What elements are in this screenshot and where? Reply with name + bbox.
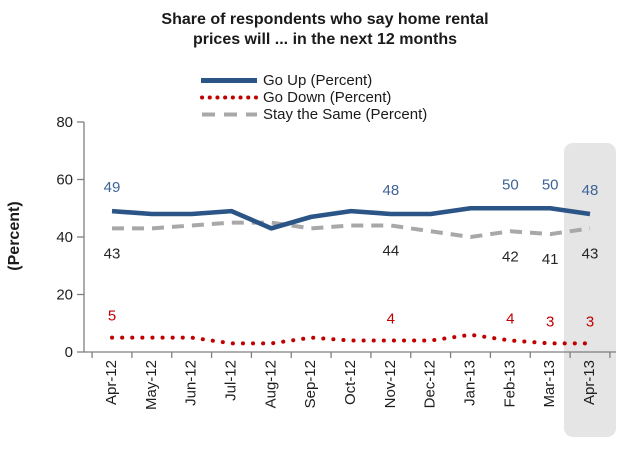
y-tick-label: 40 xyxy=(56,229,73,246)
y-tick-label: 80 xyxy=(56,114,73,131)
y-tick-label: 0 xyxy=(65,344,73,361)
x-tick-label: Jun-12 xyxy=(183,360,200,406)
data-label: 50 xyxy=(502,176,519,193)
x-tick-label: Jul-12 xyxy=(223,360,240,401)
data-label: 48 xyxy=(582,182,599,199)
legend-label-go-up: Go Up (Percent) xyxy=(263,72,373,89)
x-tick-label: Feb-13 xyxy=(501,360,518,408)
x-tick-label: May-12 xyxy=(143,360,160,410)
data-label: 42 xyxy=(502,248,519,265)
x-tick-label: Sep-12 xyxy=(302,360,319,408)
chart-title-line-1: Share of respondents who say home rental xyxy=(161,11,489,28)
data-label: 4 xyxy=(387,311,395,328)
data-label: 44 xyxy=(382,243,399,260)
x-tick-label: Mar-13 xyxy=(541,360,558,408)
y-tick-label: 60 xyxy=(56,172,73,189)
data-label: 43 xyxy=(582,245,599,262)
legend-item-go-up: Go Up (Percent) xyxy=(198,72,427,89)
data-label: 3 xyxy=(586,313,594,330)
legend-line-sample-go-down xyxy=(200,95,259,100)
x-tick-label: Nov-12 xyxy=(382,360,399,408)
highlight-band-apr-13 xyxy=(564,143,616,437)
series-line-go-down-percent xyxy=(110,332,592,346)
series-line-go-up-percent xyxy=(111,205,591,231)
x-tick-label: Oct-12 xyxy=(342,360,359,405)
x-tick-label: Apr-12 xyxy=(103,360,120,405)
x-tick-label: Jan-13 xyxy=(462,360,479,406)
legend-label-stay-same: Stay the Same (Percent) xyxy=(263,106,428,123)
y-tick-label: 20 xyxy=(56,287,73,304)
legend-item-go-down: Go Down (Percent) xyxy=(198,89,427,106)
data-label: 5 xyxy=(108,308,116,325)
chart-title-line-2: prices will ... in the next 12 months xyxy=(192,31,458,48)
data-label: 48 xyxy=(382,182,399,199)
legend-line-sample-stay-same xyxy=(202,112,257,117)
data-label: 3 xyxy=(546,313,554,330)
data-label: 49 xyxy=(104,179,121,196)
legend: Go Up (Percent) Go Down (Percent) Stay t… xyxy=(198,72,427,123)
legend-label-go-down: Go Down (Percent) xyxy=(263,89,392,106)
x-tick-label: Apr-13 xyxy=(581,360,598,405)
data-label: 43 xyxy=(104,245,121,262)
x-tick-label: Aug-12 xyxy=(262,360,279,408)
legend-item-stay-same: Stay the Same (Percent) xyxy=(198,106,427,123)
data-label: 50 xyxy=(542,176,559,193)
legend-line-sample-go-up xyxy=(201,78,257,83)
data-label: 41 xyxy=(542,251,559,268)
chart-title: Share of respondents who say home rental… xyxy=(28,10,622,50)
series-line-stay-the-same-percent xyxy=(112,220,591,239)
x-tick-label: Dec-12 xyxy=(422,360,439,408)
data-label: 4 xyxy=(506,311,514,328)
